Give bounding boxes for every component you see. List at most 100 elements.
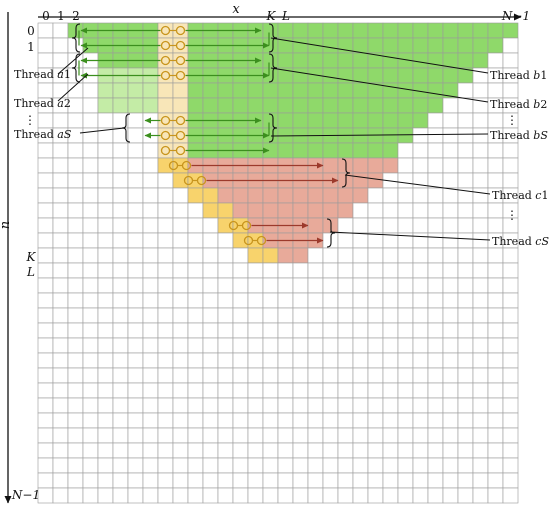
grid-cell [382, 307, 399, 324]
thread-aS-leader [79, 127, 125, 134]
grid-cell [397, 187, 414, 204]
grid-cell [172, 292, 189, 309]
grid-cell [352, 277, 369, 294]
grid-cell [412, 442, 429, 459]
grid-cell [472, 352, 489, 369]
grid-cell [352, 187, 369, 204]
grid-cell [52, 187, 69, 204]
grid-cell [187, 232, 204, 249]
grid-cell [97, 412, 114, 429]
grid-cell [487, 487, 504, 504]
grid-cell [352, 292, 369, 309]
grid-cell [307, 202, 324, 219]
grid-cell [37, 217, 54, 234]
grid-cell [142, 472, 159, 489]
right-ellipsis-1: ⋮ [506, 113, 518, 127]
grid-cell [472, 157, 489, 174]
grid-cell [427, 307, 444, 324]
grid-cell [367, 322, 384, 339]
thread-b2-leader [270, 67, 489, 103]
grid-cell [187, 97, 204, 114]
grid-cell [322, 322, 339, 339]
grid-cell [337, 232, 354, 249]
grid-cell [247, 262, 264, 279]
grid-cell [277, 397, 294, 414]
grid-cell [37, 367, 54, 384]
grid-cell [127, 337, 144, 354]
grid-cell [142, 412, 159, 429]
grid-cell [292, 67, 309, 84]
grid-cell [442, 97, 459, 114]
grid-cell [352, 442, 369, 459]
grid-cell [277, 22, 294, 39]
grid-cell [412, 457, 429, 474]
grid-cell [172, 172, 189, 189]
grid-cell [82, 397, 99, 414]
grid-cell [112, 262, 129, 279]
grid-cell [457, 292, 474, 309]
grid-cell [472, 232, 489, 249]
grid-cell [187, 412, 204, 429]
grid-cell [382, 457, 399, 474]
grid-cell [352, 172, 369, 189]
grid-cell [307, 322, 324, 339]
grid-cell [397, 397, 414, 414]
grid-cell [337, 82, 354, 99]
grid-cell [82, 337, 99, 354]
grid-cell [232, 232, 249, 249]
grid-cell [367, 22, 384, 39]
grid-cell [367, 337, 384, 354]
grid-cell [202, 397, 219, 414]
grid-cell [67, 382, 84, 399]
grid-cell [442, 157, 459, 174]
grid-cell [127, 187, 144, 204]
grid-cell [397, 277, 414, 294]
grid-cell [172, 337, 189, 354]
grid-cell [247, 367, 264, 384]
grid-cell [352, 307, 369, 324]
grid-cell [292, 427, 309, 444]
grid-cell [37, 142, 54, 159]
grid-cell [142, 202, 159, 219]
grid-cell [367, 457, 384, 474]
grid-cell [97, 382, 114, 399]
grid-cell [37, 172, 54, 189]
grid-cell [97, 82, 114, 99]
thread-b1-label: Thread b1 [490, 69, 547, 82]
grid-cell [352, 37, 369, 54]
grid-cell [502, 337, 519, 354]
grid-cell [382, 382, 399, 399]
grid-cell [67, 487, 84, 504]
grid-cell [112, 232, 129, 249]
grid-cell [487, 82, 504, 99]
grid-cell [367, 67, 384, 84]
grid-cell [367, 412, 384, 429]
grid-cell [232, 487, 249, 504]
grid-cell [397, 22, 414, 39]
grid-cell [487, 367, 504, 384]
grid-cell [247, 457, 264, 474]
grid-cell [247, 187, 264, 204]
thread-b1-leader [270, 37, 489, 74]
grid-cell [277, 487, 294, 504]
grid-cell [412, 217, 429, 234]
grid-cell [187, 277, 204, 294]
grid-cell [487, 217, 504, 234]
grid-cell [292, 52, 309, 69]
grid-cell [307, 352, 324, 369]
grid-cell [142, 217, 159, 234]
grid-cell [127, 427, 144, 444]
grid-cell [472, 427, 489, 444]
grid-cell [187, 322, 204, 339]
grid-cell [412, 472, 429, 489]
grid-cell [427, 82, 444, 99]
grid-cell [82, 97, 99, 114]
grid-cell [217, 442, 234, 459]
grid-cell [412, 427, 429, 444]
grid-cell [187, 262, 204, 279]
grid-cell [37, 442, 54, 459]
grid-cell [157, 232, 174, 249]
grid-cell [292, 292, 309, 309]
grid-cell [52, 382, 69, 399]
grid-cell [397, 412, 414, 429]
